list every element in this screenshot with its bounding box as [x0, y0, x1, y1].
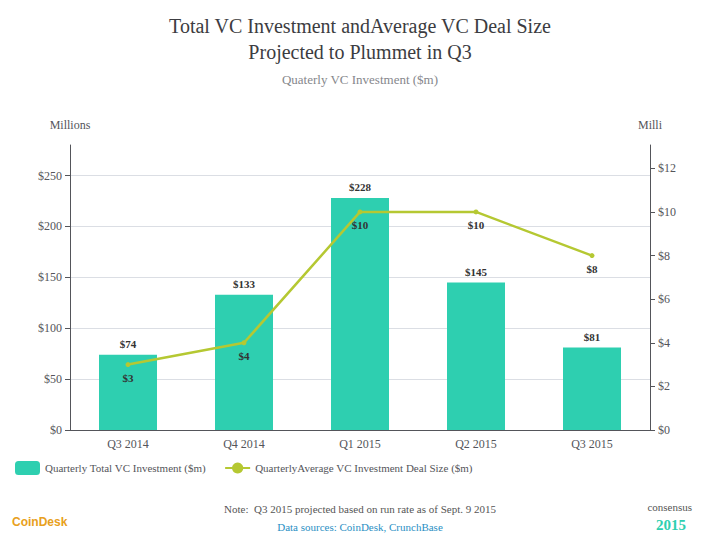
svg-text:$12: $12 — [658, 161, 676, 175]
svg-text:$74: $74 — [120, 338, 137, 350]
svg-text:$0: $0 — [50, 423, 62, 437]
svg-text:Q1 2015: Q1 2015 — [339, 437, 381, 451]
svg-text:Total VC Investment andAverage: Total VC Investment andAverage VC Deal S… — [169, 15, 551, 38]
svg-text:consensus: consensus — [647, 501, 692, 513]
svg-text:$10: $10 — [658, 205, 676, 219]
svg-text:CoinDesk: CoinDesk — [12, 515, 68, 529]
svg-text:$81: $81 — [584, 331, 601, 343]
svg-text:$250: $250 — [38, 169, 62, 183]
svg-text:$3: $3 — [123, 372, 135, 384]
svg-text:$228: $228 — [349, 181, 372, 193]
svg-text:$150: $150 — [38, 270, 62, 284]
svg-text:Data sources: CoinDesk, Crunch: Data sources: CoinDesk, CrunchBase — [277, 521, 443, 533]
svg-text:Millions: Millions — [50, 118, 91, 132]
svg-text:$6: $6 — [658, 292, 670, 306]
svg-text:$8: $8 — [587, 263, 599, 275]
svg-text:QuarterlyAverage VC Investment: QuarterlyAverage VC Investment Deal Size… — [255, 462, 473, 475]
svg-text:Q2 2015: Q2 2015 — [455, 437, 497, 451]
svg-text:Projected to Plummet in Q3: Projected to Plummet in Q3 — [248, 41, 471, 64]
svg-text:$4: $4 — [658, 336, 670, 350]
svg-text:$200: $200 — [38, 219, 62, 233]
svg-text:Q3 2014: Q3 2014 — [107, 437, 149, 451]
svg-text:$4: $4 — [239, 350, 251, 362]
svg-text:$10: $10 — [468, 219, 485, 231]
svg-text:$100: $100 — [38, 321, 62, 335]
svg-text:$0: $0 — [658, 423, 670, 437]
svg-text:2015: 2015 — [656, 517, 686, 533]
svg-text:$2: $2 — [658, 379, 670, 393]
svg-text:$10: $10 — [352, 219, 369, 231]
svg-text:Quarterly Total VC Investment: Quarterly Total VC Investment ($m) — [45, 462, 206, 475]
svg-text:Milli: Milli — [638, 118, 663, 132]
svg-text:$50: $50 — [44, 372, 62, 386]
svg-text:$8: $8 — [658, 249, 670, 263]
svg-text:Q3 2015: Q3 2015 — [571, 437, 613, 451]
svg-text:Note: Q3 2015 projected based: Note: Q3 2015 projected based on run rat… — [224, 503, 496, 515]
svg-text:$133: $133 — [233, 278, 256, 290]
svg-text:Q4 2014: Q4 2014 — [223, 437, 265, 451]
svg-text:Quaterly VC Investment ($m): Quaterly VC Investment ($m) — [282, 72, 438, 87]
svg-text:$145: $145 — [465, 266, 488, 278]
